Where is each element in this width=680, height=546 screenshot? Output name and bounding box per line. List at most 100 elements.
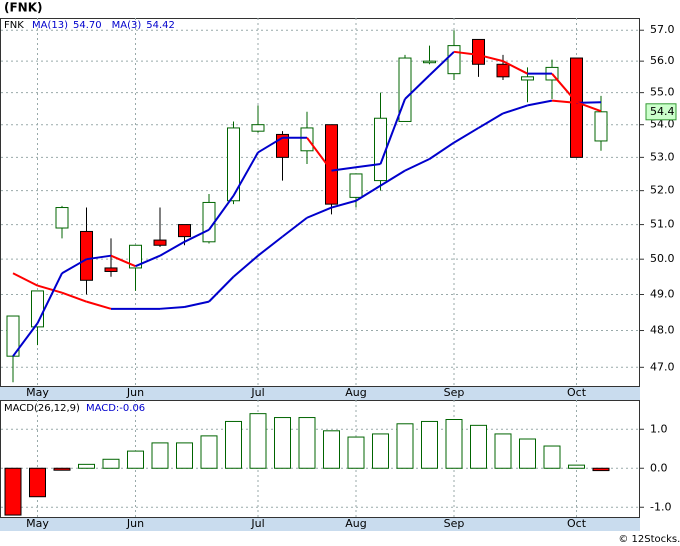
macd-bar xyxy=(4,467,22,516)
y-tick-label: 52.0 xyxy=(650,184,675,197)
ma-line xyxy=(453,50,479,56)
last-price-label: 54.4 xyxy=(650,105,675,118)
ma-line xyxy=(404,74,431,100)
macd-title: MACD(26,12,9) xyxy=(4,403,80,414)
ma-line xyxy=(110,254,136,268)
x-tick-label: Sep xyxy=(444,517,465,530)
ma-line xyxy=(551,99,577,104)
ma-line xyxy=(502,104,528,115)
macd-bar xyxy=(592,467,610,472)
macd-bar xyxy=(543,445,561,469)
ma-line xyxy=(428,51,455,76)
ma-line xyxy=(527,99,553,107)
x-axis-strip xyxy=(0,517,640,531)
macd-bar xyxy=(127,450,144,469)
x-tick-label: Jun xyxy=(126,386,144,399)
macd-frame xyxy=(0,400,640,518)
y-tick-label: -1.0 xyxy=(650,500,671,513)
ma-line xyxy=(232,254,259,278)
ma-line xyxy=(576,101,602,113)
ma-line xyxy=(331,199,357,209)
macd-bar xyxy=(176,442,193,469)
ma-line xyxy=(404,158,430,172)
macd-bar xyxy=(53,467,71,471)
y-tick-label: 50.0 xyxy=(650,252,675,265)
ma-line xyxy=(184,300,210,308)
candle-body xyxy=(325,124,338,205)
ma-line xyxy=(159,306,185,310)
ma-line xyxy=(61,291,87,303)
x-tick-label: Jul xyxy=(250,386,264,399)
macd-bar xyxy=(470,424,487,469)
ma-line xyxy=(257,235,284,257)
y-tick-label: 54.0 xyxy=(650,118,675,131)
macd-value: MACD:-0.06 xyxy=(86,403,145,414)
macd-bar xyxy=(200,435,218,469)
macd-bar xyxy=(421,420,438,469)
y-tick-label: 56.0 xyxy=(650,54,675,67)
legend-label: MA(13) xyxy=(32,20,68,31)
ma-line xyxy=(184,228,210,243)
chart-title: (FNK) xyxy=(4,1,43,15)
x-tick-label: Aug xyxy=(345,517,366,530)
y-tick-label: 48.0 xyxy=(650,324,675,337)
macd-bar xyxy=(102,458,120,469)
legend-value: 54.42 xyxy=(146,20,175,31)
macd-bar xyxy=(274,417,291,469)
macd-bar xyxy=(151,442,169,469)
ma-line xyxy=(208,195,235,231)
x-axis-strip xyxy=(0,386,640,400)
ma-line xyxy=(86,300,112,310)
candle-body xyxy=(447,45,461,75)
ma-line xyxy=(453,127,480,144)
ma-line xyxy=(281,216,308,238)
ma-line xyxy=(135,254,161,268)
x-tick-label: Jun xyxy=(126,517,144,530)
copyright: © 12Stocks.com xyxy=(618,534,680,545)
y-tick-label: 57.0 xyxy=(650,23,675,36)
x-tick-label: Sep xyxy=(444,386,465,399)
macd-bar xyxy=(298,417,316,469)
macd-bar xyxy=(372,433,389,469)
candle-body xyxy=(374,117,387,182)
macd-bar xyxy=(494,433,512,469)
macd-bar xyxy=(29,467,46,498)
macd-bar xyxy=(347,436,365,469)
x-tick-label: Oct xyxy=(567,386,587,399)
candle-body xyxy=(349,173,363,198)
ma-line xyxy=(428,141,455,160)
ma-line xyxy=(257,136,284,154)
y-tick-label: 1.0 xyxy=(650,422,668,435)
macd-bar xyxy=(249,413,267,469)
x-tick-label: May xyxy=(26,386,49,399)
ma-line xyxy=(208,276,235,303)
candle-body xyxy=(104,267,118,272)
ma-line xyxy=(306,206,332,219)
candle-body xyxy=(227,127,240,202)
y-tick-label: 47.0 xyxy=(650,360,675,373)
ma-line xyxy=(477,112,504,129)
candle-body xyxy=(55,207,69,229)
x-tick-label: Jul xyxy=(250,517,264,530)
ma-line xyxy=(12,272,38,287)
ma-line xyxy=(355,184,382,202)
ma-line xyxy=(86,254,112,261)
candle-body xyxy=(202,201,216,243)
last-price-box xyxy=(645,103,677,121)
y-tick-label: 51.0 xyxy=(650,218,675,231)
ma-line xyxy=(306,137,333,172)
macd-bar xyxy=(396,423,414,469)
x-tick-label: May xyxy=(26,517,49,530)
y-tick-label: 49.0 xyxy=(650,287,675,300)
candle-body xyxy=(472,38,485,65)
candle-body xyxy=(178,224,191,238)
ma-line xyxy=(502,60,528,75)
ma-line xyxy=(355,162,381,169)
legend-label: MA(3) xyxy=(112,20,142,31)
candle-body xyxy=(594,111,608,142)
ma-line xyxy=(12,322,39,357)
candle-body xyxy=(153,239,167,246)
y-tick-label: 53.0 xyxy=(650,150,675,163)
ma-line xyxy=(61,258,87,275)
